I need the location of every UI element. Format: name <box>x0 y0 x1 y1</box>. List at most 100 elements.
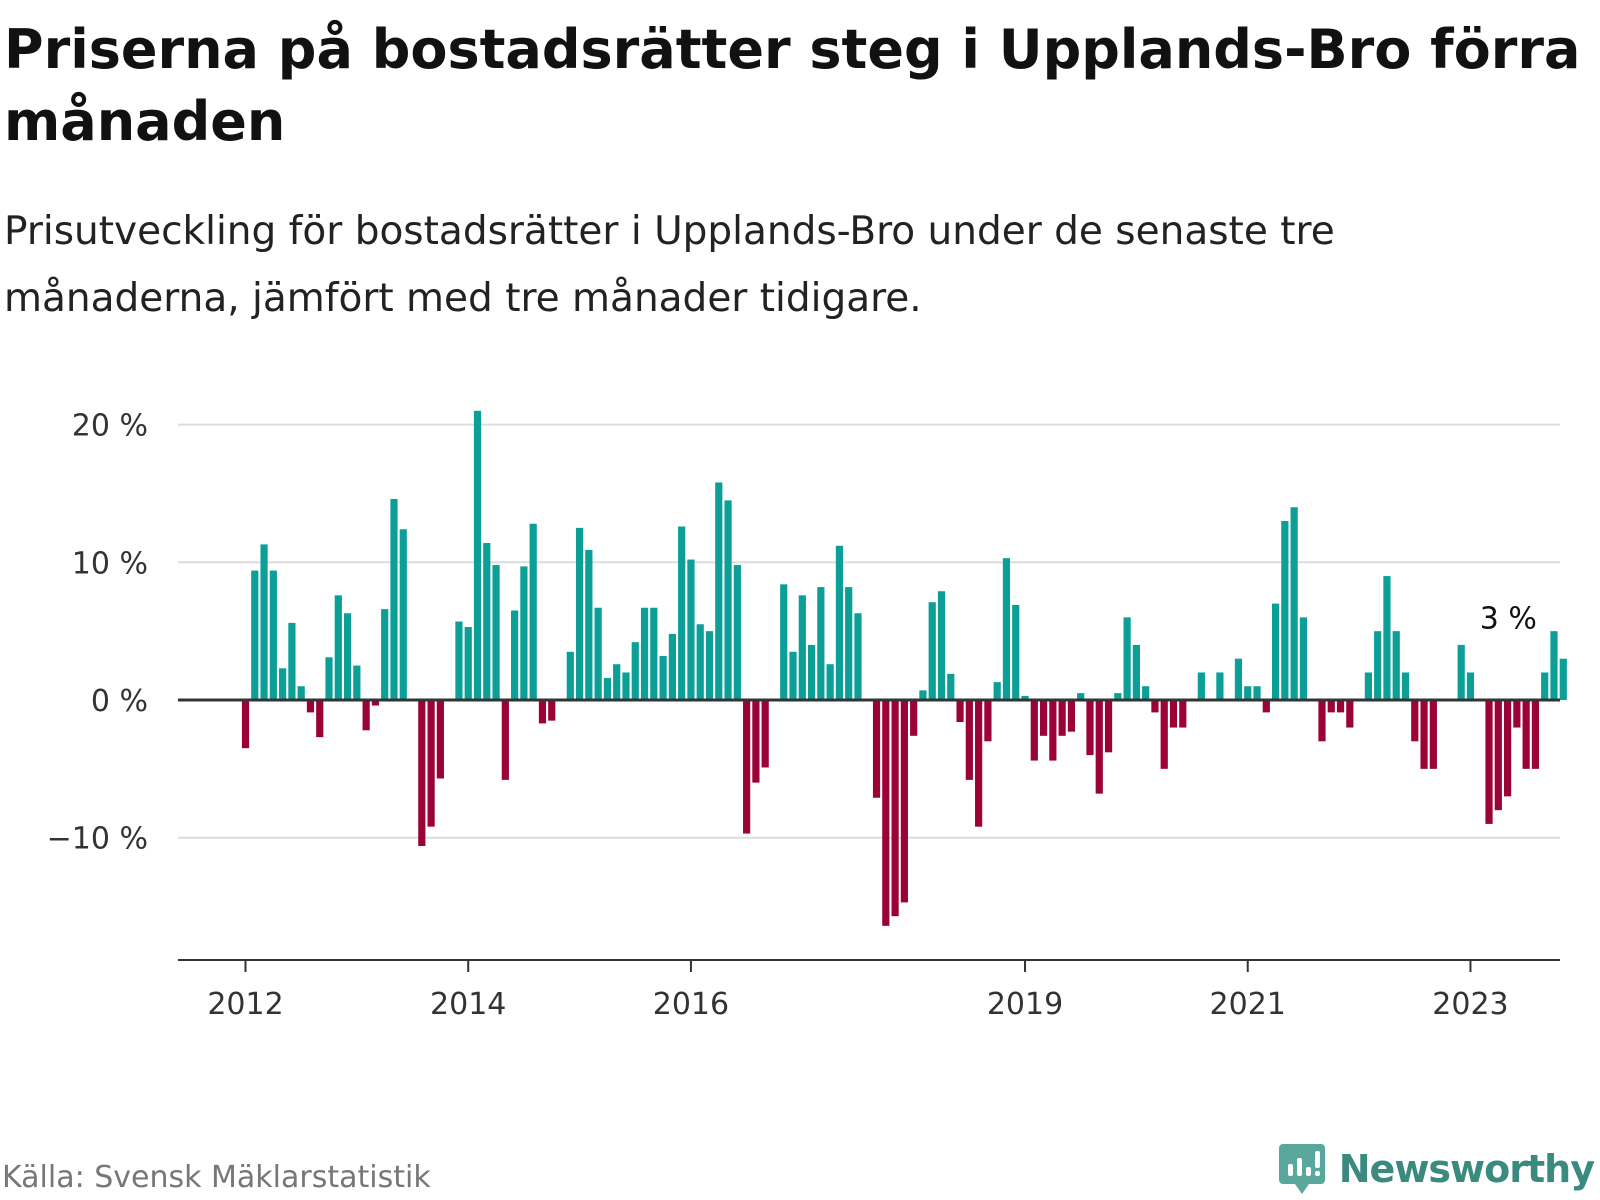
bar-positive <box>1114 693 1122 700</box>
bar-negative <box>1336 700 1345 713</box>
bar-negative <box>501 700 509 780</box>
bar-negative <box>965 700 973 780</box>
bar-negative <box>1318 700 1326 742</box>
bar-positive <box>520 566 528 700</box>
bar-positive <box>334 595 342 700</box>
bar-positive <box>613 664 621 700</box>
bar-positive <box>1457 644 1465 700</box>
bar-positive <box>529 523 537 700</box>
bar-positive <box>640 607 649 700</box>
bar-positive <box>594 607 602 700</box>
bar-negative <box>1429 700 1437 769</box>
bar-positive <box>845 587 853 700</box>
bar-positive <box>733 565 741 700</box>
bar-negative <box>306 700 315 713</box>
bar-negative <box>984 700 992 742</box>
bar-positive <box>297 686 305 700</box>
bar-negative <box>1485 700 1493 824</box>
gridlines <box>178 423 1560 839</box>
x-tick-label: 2012 <box>207 987 283 1022</box>
bar-positive <box>1290 507 1298 700</box>
bar-negative <box>1151 700 1159 713</box>
bar-negative <box>1086 700 1094 756</box>
bar-negative <box>956 700 964 723</box>
bar-positive <box>464 627 472 700</box>
bar-positive <box>1383 576 1391 700</box>
bar-positive <box>1299 617 1308 700</box>
bar-positive <box>696 624 704 700</box>
bar-positive <box>603 677 612 700</box>
y-tick-label: 0 % <box>91 684 148 719</box>
bar-negative <box>1494 700 1502 811</box>
chart-title: Priserna på bostadsrätter steg i Uppland… <box>4 18 1581 153</box>
bar-positive <box>1123 617 1131 700</box>
bar-positive <box>678 526 686 700</box>
y-axis-labels: −10 % 0 % 10 % 20 % <box>47 409 148 857</box>
bar-positive <box>492 565 500 700</box>
bar-positive <box>705 631 714 700</box>
bar-positive <box>780 584 788 700</box>
bar-negative <box>1049 700 1057 761</box>
bar-negative <box>418 700 426 846</box>
bar-positive <box>390 498 398 700</box>
bar-negative <box>1346 700 1354 728</box>
bar-positive <box>1244 686 1252 700</box>
bar-positive <box>343 613 352 700</box>
bar-positive <box>585 549 593 700</box>
bar-positive <box>279 668 287 700</box>
bar-negative <box>1327 700 1335 713</box>
bar-positive <box>724 500 732 700</box>
bar-positive <box>1234 658 1243 700</box>
bar-negative <box>1420 700 1428 769</box>
bar-negative <box>761 700 769 768</box>
bar-negative <box>1522 700 1530 769</box>
bar-negative <box>436 700 444 779</box>
bar-positive <box>269 570 277 700</box>
bar-positive <box>1197 672 1205 700</box>
bar-negative <box>910 700 918 736</box>
bar-negative <box>1095 700 1103 794</box>
bar-positive <box>473 410 482 700</box>
bar-positive <box>575 527 584 701</box>
y-tick-label: 20 % <box>72 409 148 444</box>
bar-positive <box>928 602 936 700</box>
bar-negative <box>316 700 324 738</box>
bar-positive <box>1142 686 1150 700</box>
bar-positive <box>251 570 259 700</box>
newsworthy-logo-icon <box>1278 1144 1325 1194</box>
bar-positive <box>1550 631 1558 700</box>
bar-positive <box>260 544 268 700</box>
bar-positive <box>919 690 927 700</box>
bar-positive <box>1253 686 1261 700</box>
bar-positive <box>288 622 296 700</box>
x-tick-label: 2016 <box>653 987 729 1022</box>
bar-negative <box>900 700 908 903</box>
bar-positive <box>1401 672 1410 700</box>
bar-negative <box>241 700 250 749</box>
bar-positive <box>483 543 491 700</box>
bar-chart: −10 % 0 % 10 % 20 % 2012 2014 2016 2019 2021 202… <box>47 409 1567 1022</box>
bar-negative <box>1503 700 1512 797</box>
bar-positive <box>631 642 639 700</box>
bar-negative <box>1169 700 1178 728</box>
y-tick-label: −10 % <box>47 822 148 857</box>
bar-positive <box>622 672 630 700</box>
bar-positive <box>947 673 955 700</box>
bar-positive <box>399 529 407 700</box>
bar-positive <box>937 591 946 700</box>
bar-negative <box>1531 700 1540 769</box>
bar-positive <box>650 607 658 700</box>
bar-positive <box>353 665 361 700</box>
bar-positive <box>687 559 695 700</box>
bar-negative <box>1067 700 1076 732</box>
bar-positive <box>817 587 825 700</box>
bars <box>241 410 1567 926</box>
bar-negative <box>427 700 435 827</box>
bar-positive <box>789 651 797 700</box>
bar-positive <box>511 610 519 700</box>
bar-positive <box>1374 631 1382 700</box>
bar-negative <box>1513 700 1521 728</box>
bar-positive <box>659 655 667 700</box>
bar-negative <box>1411 700 1419 742</box>
brand-logo[interactable]: Newsworthy <box>1277 1142 1595 1196</box>
